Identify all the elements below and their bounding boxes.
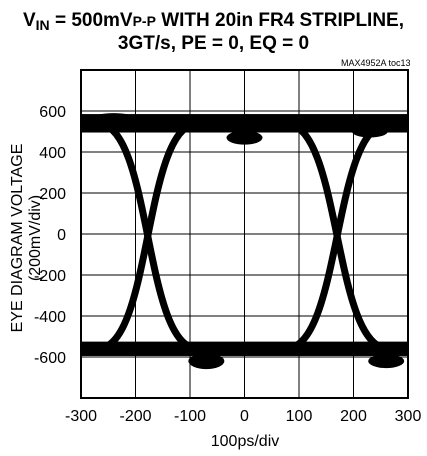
- x-tick-label: -100: [174, 408, 206, 425]
- eye-low-level-band: [81, 341, 408, 356]
- eye-ripple: [188, 353, 225, 370]
- plot-frame: [80, 69, 409, 399]
- y-tick-label: 600: [39, 104, 66, 121]
- chart-title-line1: VIN = 500mVP-P WITH 20in FR4 STRIPLINE,: [22, 10, 405, 33]
- x-axis-label: 100ps/div: [210, 433, 280, 450]
- x-tick-label: -200: [119, 408, 151, 425]
- y-tick-label: -600: [34, 350, 66, 367]
- eye-rising-edge: [284, 119, 390, 353]
- x-tick-label: 200: [340, 408, 367, 425]
- y-tick-label: 0: [57, 227, 66, 244]
- y-axis-label: EYE DIAGRAM VOLTAGE (200mV/div): [9, 143, 44, 333]
- eye-ripple: [226, 130, 263, 145]
- y-tick-label: -200: [34, 268, 66, 285]
- eye-high-level-band: [81, 114, 408, 133]
- x-tick-label: 300: [395, 408, 422, 425]
- x-tick-label: 100: [286, 408, 313, 425]
- eye-rising-edge: [96, 119, 199, 353]
- y-tick-label: 200: [39, 186, 66, 203]
- chart-title-line2: 3GT/s, PE = 0, EQ = 0: [117, 33, 310, 54]
- y-tick-label: 400: [39, 145, 66, 162]
- y-tick-label: -400: [34, 309, 66, 326]
- eye-ripple: [368, 354, 405, 369]
- x-tick-label: -300: [65, 408, 97, 425]
- x-tick-label: 0: [240, 408, 249, 425]
- eye-ripple: [93, 113, 134, 122]
- figure-id: MAX4952A toc13: [341, 58, 411, 68]
